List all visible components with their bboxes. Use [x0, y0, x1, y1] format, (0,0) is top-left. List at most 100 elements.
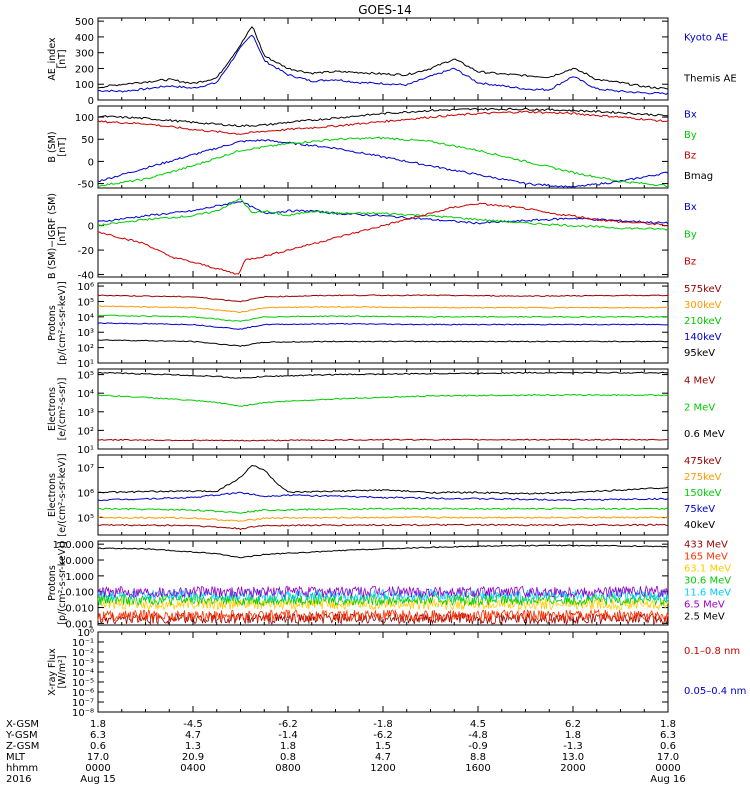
legend-entry: 2.5 MeV: [684, 612, 725, 623]
y-axis-label: B (SM): [47, 131, 58, 162]
series-line-275kev: [97, 516, 669, 522]
panel-3: -40 -20 0 B (SM)−IGRF (SM) [nT] Bx By Bz: [47, 193, 697, 282]
legend-entry: By: [684, 229, 697, 240]
legend-entry: 575keV: [684, 284, 722, 295]
y-tick-label: 10⁻⁴: [72, 668, 94, 679]
xaxis-value: 4.7: [185, 730, 201, 741]
y-tick-label: 50: [81, 135, 94, 146]
series-line-0-6-mev: [97, 371, 669, 379]
y-axis-label: Electrons: [47, 387, 58, 431]
panel-7: 0.001 0.010 0.100 1.000 10.000 100.000 Protons…: [47, 540, 731, 631]
y-tick-label: 10.000: [59, 556, 94, 567]
panel-frame: [97, 282, 669, 364]
series-line-by: [97, 198, 669, 231]
legend-entry: By: [684, 130, 697, 141]
legend-entry: 75keV: [684, 504, 715, 515]
xaxis-value: -4.5: [183, 719, 203, 730]
y-tick-label: 10⁻²: [72, 648, 94, 659]
panel-frame: [97, 194, 669, 278]
xaxis-value: -6.2: [373, 730, 393, 741]
xaxis-value: 0400: [180, 763, 205, 774]
series-line-140kev: [97, 322, 669, 330]
xaxis-value: -6.2: [278, 719, 298, 730]
panel-2: -50 0 50 100 B (SM) [nT] Bx By Bz Bmag: [47, 105, 713, 191]
y-tick-label: 10⁻³: [72, 658, 94, 669]
xaxis-value: 1200: [370, 763, 395, 774]
xaxis-value: 0000: [655, 763, 680, 774]
y-tick-label: 10⁷: [77, 464, 94, 475]
plot-title: GOES-14: [358, 3, 412, 17]
xaxis-value: 1.3: [185, 741, 201, 752]
legend-entry: 40keV: [684, 520, 715, 531]
xaxis-value: Aug 15: [80, 774, 115, 785]
series-line-4-mev: [97, 438, 669, 442]
xaxis-row-label: Z-GSM: [6, 741, 39, 752]
y-tick-label: 10⁴: [77, 313, 94, 324]
legend-entry: 0.1–0.8 nm: [684, 646, 740, 657]
y-tick-label: 10⁴: [77, 389, 94, 400]
xaxis-value: 1.8: [660, 719, 676, 730]
legend-entry: 63.1 MeV: [684, 564, 731, 575]
legend-entry: Bz: [684, 257, 696, 268]
y-axis-label: Electrons: [47, 473, 58, 517]
y-tick-label: 10⁵: [77, 514, 94, 525]
legend-entry: 475keV: [684, 456, 722, 467]
legend-entry: Bx: [684, 109, 697, 120]
legend-entry: 6.5 MeV: [684, 600, 725, 611]
legend-entry: 95keV: [684, 348, 715, 359]
y-tick-label: 10⁶: [77, 282, 94, 293]
y-axis-label: [e/(cm²-s-sr-keV)]: [57, 453, 68, 536]
legend-entry: 2 MeV: [684, 402, 715, 413]
xaxis-value: 0000: [85, 763, 110, 774]
y-tick-label: 10³: [77, 408, 94, 419]
series-line-2-5-mev: [97, 544, 669, 559]
series-line-bz: [97, 110, 669, 135]
xaxis-value: -1.8: [373, 719, 393, 730]
y-tick-label: 100.000: [53, 540, 94, 551]
series-line-300kev: [97, 305, 669, 314]
legend-entry: 210keV: [684, 316, 722, 327]
legend-entry: Bz: [684, 150, 696, 161]
xaxis-value: -1.3: [563, 741, 583, 752]
xaxis-value: 20.9: [182, 752, 204, 763]
y-tick-label: 0: [88, 222, 94, 233]
y-tick-label: 100: [75, 80, 94, 91]
y-tick-label: 0.100: [65, 588, 94, 599]
legend-entry: 275keV: [684, 472, 722, 483]
xaxis-row-label: MLT: [6, 752, 26, 763]
y-tick-label: 10²: [77, 426, 94, 437]
panel-1: 0 100 200 300 400 500 AE_index [nT] Kyoto AE Them…: [47, 17, 737, 107]
legend-entry: 0.6 MeV: [684, 429, 725, 440]
series-line-themis-ae: [97, 26, 669, 90]
panel-frame: [97, 540, 669, 626]
panel-6: 10⁵ 10⁶ 10⁷ Electrons [e/(cm²-s-sr-keV)] 475k…: [47, 453, 722, 536]
legend-entry: 0.05–0.4 nm: [684, 686, 746, 697]
legend-entry: Bmag: [684, 171, 713, 182]
series-line-150kev: [97, 507, 669, 514]
series-line-bmag: [97, 107, 669, 128]
legend-entry: 4 MeV: [684, 376, 715, 387]
y-tick-label: 10⁻⁸: [72, 708, 94, 719]
series-line-75kev: [97, 491, 669, 502]
y-tick-label: 0: [88, 96, 94, 107]
y-axis-label: AE_index: [47, 37, 58, 81]
xaxis-value: 4.5: [470, 719, 486, 730]
legend-entry: Bx: [684, 202, 697, 213]
xaxis-value: 6.3: [90, 730, 106, 741]
xaxis-row-label: X-GSM: [6, 719, 39, 730]
y-tick-label: 10⁵: [77, 371, 94, 382]
panel-4: 10¹ 10² 10³ 10⁴ 10⁵ 10⁶ Protons [p/(cm²-s-sr-ke…: [47, 281, 722, 370]
series-line-bx: [97, 200, 669, 225]
y-tick-label: 10⁻⁷: [72, 698, 94, 709]
y-tick-label: -50: [78, 180, 94, 191]
legend-entry: 165 MeV: [684, 552, 728, 563]
y-axis-label: [nT]: [57, 137, 68, 156]
y-tick-label: 0.010: [65, 604, 94, 615]
y-axis-label: Protons: [47, 565, 58, 601]
legend-entry: 140keV: [684, 332, 722, 343]
y-axis-label: [e/(cm²-s-sr)]: [57, 378, 68, 441]
legend-entry: Kyoto AE: [684, 33, 728, 44]
panel-frame: [97, 17, 669, 101]
y-tick-label: 0: [88, 157, 94, 168]
